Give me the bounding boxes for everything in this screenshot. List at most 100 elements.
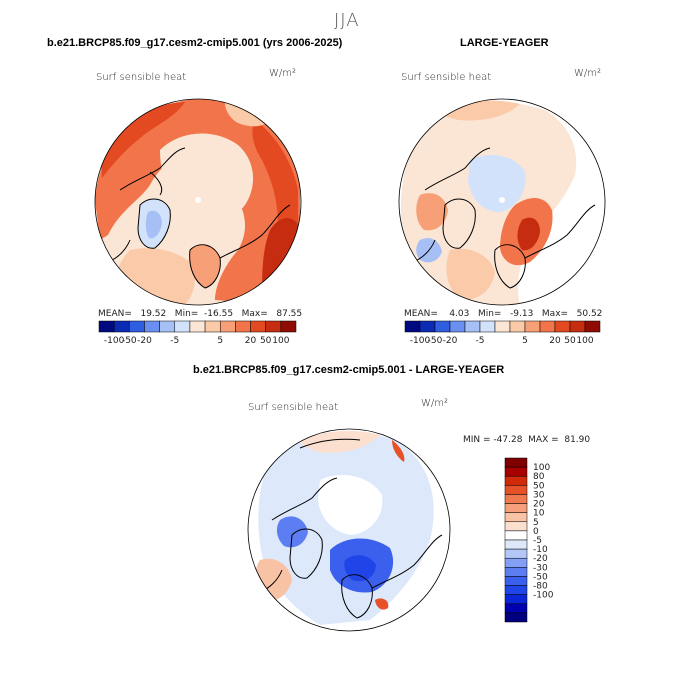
panel-3-variable-label: Surf sensible heat <box>248 402 339 413</box>
panel-2-colorbar-tick-label: 20 <box>549 336 561 346</box>
panel-1-colorbar-tick-label: -5 <box>170 336 179 346</box>
panel-2-map-boundary <box>398 98 606 306</box>
panel-3-colorbar-swatch <box>504 539 528 550</box>
panel-3-colorbar-swatch <box>504 612 528 623</box>
panel-2-colorbar-swatch <box>449 320 466 333</box>
panel-1-map-boundary <box>94 98 302 306</box>
panel-2-colorbar-swatch <box>569 320 586 333</box>
panel-3-units-label: W/m² <box>421 398 449 409</box>
panel-1-coastlines <box>107 147 291 289</box>
panel-1-colorbar-tick-label: 5 <box>217 336 223 346</box>
panel-2-colorbar-tick-label: 5 <box>522 336 528 346</box>
panel-3-colorbar-swatch <box>504 466 528 477</box>
panel-2-colorbar-tick-label: 100 <box>576 336 593 346</box>
panel-1-title: b.e21.BRCP85.f09_g17.cesm2-cmip5.001 (yr… <box>47 37 343 49</box>
panel-1-colorbar-swatch <box>235 320 251 333</box>
panel-3-colorbar-tick-label: -20 <box>533 554 548 564</box>
panel-1-colorbar-swatch <box>159 320 176 333</box>
panel-1-colorbar-tick-label: 50 <box>260 336 272 346</box>
panel-2-pole-marker <box>499 197 505 203</box>
panel-2-colorbar-tick-label: 50 <box>564 336 576 346</box>
panel-3-colorbar-tick-label: -30 <box>533 563 548 573</box>
panel-2-colorbar-swatch <box>479 320 496 333</box>
panel-1-colorbar-swatch <box>113 320 130 333</box>
panel-1-pole-marker <box>195 197 201 203</box>
panel-1-colorbar-tick-label: -100 <box>104 336 125 346</box>
panel-3-coastal-warm-2 <box>375 598 389 610</box>
panel-2-map <box>399 99 605 305</box>
panel-1-colorbar-tick-label: -20 <box>137 336 152 346</box>
panel-3-pole-marker <box>346 525 352 531</box>
panel-1-colorbar-swatch <box>144 320 160 333</box>
panel-3-colorbar-swatch <box>504 457 528 468</box>
panel-1-colorbar-swatch <box>280 320 297 333</box>
panel-2-variable-label: Surf sensible heat <box>401 72 492 83</box>
panel-3-colorbar-tick-label: 20 <box>533 500 545 510</box>
panel-3-colorbar-swatch <box>504 594 528 605</box>
panel-2-colorbar-tick-label: -50 <box>428 336 443 346</box>
panel-2-colorbar-swatch <box>539 320 556 333</box>
panel-3-colorbar-tick-label: 100 <box>533 463 550 473</box>
panel-1-colorbar: -100-50 -20 -5 5 20 50 100 <box>98 320 297 346</box>
panel-2-atlantic <box>446 248 495 300</box>
panel-1-eurasia-land <box>95 99 300 302</box>
panel-3-coastal-warm-1 <box>392 440 405 462</box>
panel-2-colorbar-swatch <box>509 320 526 333</box>
panel-2-colorbar-swatch <box>584 320 601 333</box>
panel-3-colorbar-tick-label: 80 <box>533 472 545 482</box>
panel-3-colorbar-swatch <box>504 603 528 614</box>
panel-1-colorbar-swatch <box>219 320 236 333</box>
panel-3-colorbar-swatch <box>504 548 528 559</box>
panel-3-colorbar-tick-label: -5 <box>533 536 542 546</box>
panel-3-colorbar-swatch <box>504 585 528 595</box>
panel-2-arctic-core <box>468 154 526 212</box>
panel-3-colorbar-swatch <box>504 567 528 577</box>
panel-2-colorbar-swatch <box>464 320 481 333</box>
panel-3-colorbar-swatch <box>504 485 528 495</box>
panel-2-colorbar: -100-50 -20 -5 5 20 50 100 <box>404 320 601 346</box>
panel-3-colorbar-tick-label: 0 <box>533 527 539 537</box>
panel-3-colorbar-tick-label: 10 <box>533 509 545 519</box>
panel-1-variable-label: Surf sensible heat <box>96 72 187 83</box>
panel-3-arctic-core <box>318 475 383 535</box>
panel-2-colorbar-swatch <box>419 320 436 333</box>
panel-3-colorbar-tick-label: -100 <box>533 591 554 601</box>
panel-1-colorbar-tick-label: 100 <box>272 336 289 346</box>
panel-3-colorbar-swatch <box>504 512 528 523</box>
panel-1-stats: MEAN= 19.52 Min= -16.55 Max= 87.55 <box>98 309 303 319</box>
panel-2-colorbar-swatch <box>434 320 451 333</box>
panel-3-pacific-warm <box>300 430 380 453</box>
panel-3-colorbar-swatch <box>504 530 528 541</box>
panel-3-map-boundary <box>247 428 451 632</box>
panel-1-map <box>95 99 301 305</box>
panel-1-arctic-ocean <box>160 133 254 221</box>
panel-1-scandinavia <box>189 244 221 288</box>
panel-2-colorbar-tick-label: -5 <box>476 336 485 346</box>
panel-3-labrador-cold <box>276 516 308 548</box>
panel-2-colorbar-swatch <box>554 320 571 333</box>
panel-3-colorbar-tick-label: -50 <box>533 572 548 582</box>
panel-3-colorbar-tick-label: 30 <box>533 490 545 500</box>
panel-1-colorbar-swatch <box>174 320 191 333</box>
panel-2-title: LARGE-YEAGER <box>460 37 549 49</box>
panel-2-colorbar-swatch <box>494 320 511 333</box>
panel-3-colorbar-swatch <box>504 521 528 532</box>
panel-3-colorbar-swatch <box>504 494 528 504</box>
panel-3-title: b.e21.BRCP85.f09_g17.cesm2-cmip5.001 - L… <box>193 364 505 376</box>
panel-3-colorbar-tick-label: -10 <box>533 545 548 555</box>
panel-1-colorbar-tick-label: -50 <box>122 336 137 346</box>
panel-2-colorbar-swatch <box>404 320 421 333</box>
panel-1-colorbar-swatch <box>265 320 282 333</box>
panel-1-colorbar-swatch <box>250 320 266 333</box>
panel-1-colorbar-tick-label: 20 <box>245 336 257 346</box>
panel-3-colorbar-tick-label: 5 <box>533 518 539 528</box>
panel-3-colorbar-tick-label: 50 <box>533 481 545 491</box>
panel-1-eurasia-hot <box>100 102 185 178</box>
panel-3-colorbar-swatch <box>504 557 528 568</box>
panel-2-colorbar-tick-label: -100 <box>410 336 431 346</box>
panel-3-map <box>248 429 450 631</box>
panel-3-colorbar-swatch <box>504 475 528 486</box>
